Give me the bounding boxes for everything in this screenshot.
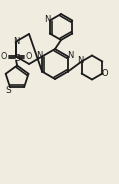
Text: S: S: [6, 86, 11, 95]
Text: N: N: [45, 15, 51, 24]
Text: N: N: [67, 52, 74, 61]
Text: O: O: [26, 52, 32, 61]
Text: N: N: [77, 56, 84, 65]
Text: N: N: [13, 37, 19, 46]
Text: N: N: [36, 52, 43, 61]
Text: S: S: [14, 54, 20, 63]
Text: O: O: [1, 52, 7, 61]
Text: O: O: [102, 69, 108, 78]
